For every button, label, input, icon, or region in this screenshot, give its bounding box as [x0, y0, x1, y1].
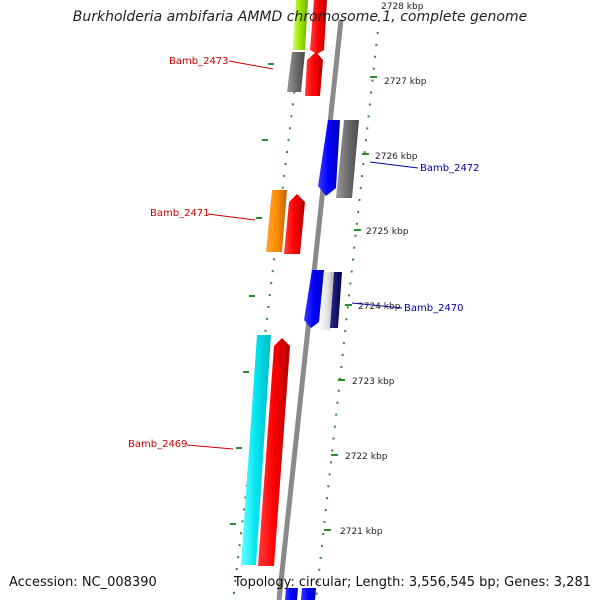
gene-bamb-2470-blue[interactable] [304, 270, 324, 328]
gene-upstream-1[interactable] [293, 0, 308, 50]
gene-downstream-1[interactable] [285, 588, 298, 600]
gene-bamb-2472-gray[interactable] [336, 120, 359, 198]
gene-bamb-2473-arrow[interactable] [305, 52, 323, 96]
gene-bamb-2471-orange[interactable] [266, 190, 287, 252]
gene-bamb-2471-red[interactable] [284, 194, 305, 254]
scale-label: 2721 kbp [340, 527, 383, 537]
gene-label-bamb-2470[interactable]: Bamb_2470 [404, 303, 464, 314]
gene-label-bamb-2473[interactable]: Bamb_2473 [169, 56, 229, 67]
scale-label: 2724 kbp [358, 302, 401, 312]
gene-bamb-2469-cyan[interactable] [241, 335, 271, 565]
gene-bamb-2472-blue[interactable] [318, 120, 340, 196]
label-leader-bamb-2470 [351, 302, 403, 309]
gene-bamb-2470-white[interactable] [319, 272, 334, 330]
accession-text: Accession: NC_008390 [9, 575, 157, 590]
gene-bamb-2469-red[interactable] [258, 338, 290, 566]
scale-label: 2725 kbp [366, 227, 409, 237]
scale-label: 2727 kbp [384, 77, 427, 87]
gene-downstream-2[interactable] [301, 588, 316, 600]
label-leader-bamb-2471 [207, 213, 256, 221]
gene-label-bamb-2471[interactable]: Bamb_2471 [150, 208, 210, 219]
gene-bamb-2470-navy[interactable] [330, 272, 342, 328]
scale-label: 2726 kbp [375, 152, 418, 162]
genome-summary-text: Topology: circular; Length: 3,556,545 bp… [233, 575, 591, 590]
major-ticks [230, 63, 377, 531]
gene-label-bamb-2469[interactable]: Bamb_2469 [128, 439, 188, 450]
gene-upstream-2[interactable] [310, 0, 327, 54]
map-title: Burkholderia ambifaria AMMD chromosome 1… [72, 9, 528, 25]
label-leader-bamb-2469 [186, 444, 234, 450]
scale-label: 2723 kbp [352, 377, 395, 387]
scale-label: 2722 kbp [345, 452, 388, 462]
label-leader-bamb-2472 [369, 161, 419, 169]
label-leader-bamb-2473 [228, 60, 274, 70]
tick-guide-inner [232, 19, 304, 600]
scale-label: 2728 kbp [381, 2, 424, 12]
gene-bamb-2473-block[interactable] [287, 52, 305, 92]
gene-label-bamb-2472[interactable]: Bamb_2472 [420, 163, 480, 174]
tick-guide-outer [315, 19, 380, 600]
